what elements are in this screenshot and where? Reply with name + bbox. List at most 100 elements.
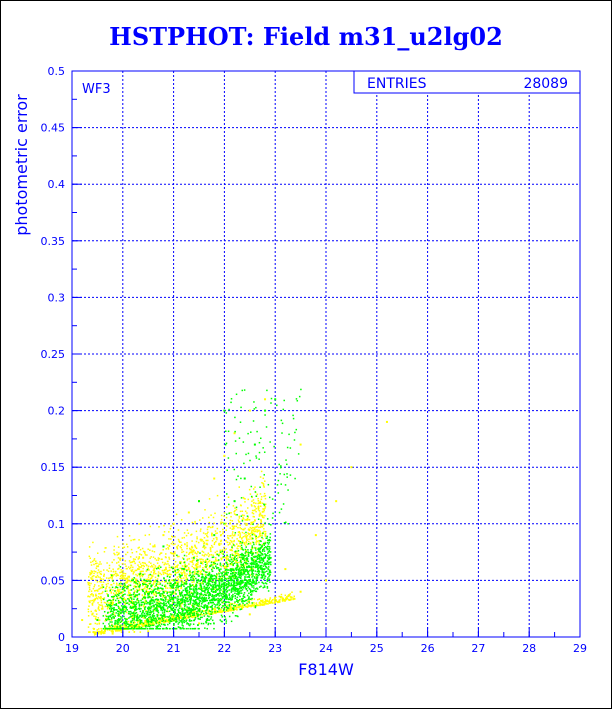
scatter-point xyxy=(238,582,240,584)
scatter-point xyxy=(184,615,187,618)
scatter-point xyxy=(121,628,123,631)
scatter-point xyxy=(162,602,165,605)
scatter-point xyxy=(252,573,255,575)
scatter-point xyxy=(249,493,252,495)
scatter-point xyxy=(122,572,124,574)
scatter-point xyxy=(152,617,155,619)
scatter-point xyxy=(227,496,230,498)
scatter-point xyxy=(220,589,222,591)
scatter-point xyxy=(263,572,265,574)
scatter-point xyxy=(266,562,268,564)
scatter-point xyxy=(155,627,158,630)
scatter-point xyxy=(117,594,120,597)
scatter-point xyxy=(129,566,132,569)
scatter-point xyxy=(256,578,258,580)
scatter-point xyxy=(132,621,135,624)
scatter-point xyxy=(122,576,124,578)
scatter-point xyxy=(253,589,255,592)
scatter-point xyxy=(207,555,210,558)
scatter-point xyxy=(146,554,148,556)
scatter-point xyxy=(202,583,204,585)
scatter-point xyxy=(120,577,123,579)
scatter-point xyxy=(268,563,270,566)
scatter-point xyxy=(255,565,257,567)
scatter-point xyxy=(199,595,201,597)
scatter-point xyxy=(193,559,195,561)
scatter-point xyxy=(262,508,264,510)
scatter-point xyxy=(259,604,261,606)
scatter-point xyxy=(278,601,281,603)
scatter-point xyxy=(234,589,237,592)
scatter-point xyxy=(231,564,233,566)
scatter-point xyxy=(205,583,208,586)
scatter-point xyxy=(125,581,127,584)
scatter-point xyxy=(194,603,196,606)
scatter-point xyxy=(255,549,257,551)
scatter-point xyxy=(179,567,181,570)
scatter-point xyxy=(141,582,144,585)
scatter-point xyxy=(107,617,110,619)
scatter-point xyxy=(111,629,113,632)
scatter-point xyxy=(188,612,191,614)
scatter-point xyxy=(266,587,269,589)
scatter-point xyxy=(178,614,181,617)
scatter-point xyxy=(150,606,153,608)
scatter-point xyxy=(197,613,199,615)
scatter-point xyxy=(189,587,191,589)
scatter-point xyxy=(184,616,186,619)
scatter-point xyxy=(211,595,213,598)
scatter-point xyxy=(269,597,272,599)
scatter-point xyxy=(269,539,272,542)
scatter-point xyxy=(282,599,284,601)
scatter-point xyxy=(262,602,264,604)
scatter-point xyxy=(92,595,94,597)
scatter-point xyxy=(240,608,242,610)
scatter-point xyxy=(234,595,236,597)
scatter-point xyxy=(144,601,146,603)
scatter-point xyxy=(254,520,256,522)
scatter-point xyxy=(216,607,219,609)
scatter-point xyxy=(124,563,126,565)
scatter-point xyxy=(136,615,139,618)
scatter-point xyxy=(202,580,204,583)
scatter-point xyxy=(118,630,121,632)
scatter-point xyxy=(245,554,247,557)
scatter-point xyxy=(174,574,177,576)
scatter-point xyxy=(117,605,120,608)
scatter-point xyxy=(226,563,229,566)
scatter-point xyxy=(142,590,145,593)
scatter-point xyxy=(261,577,263,579)
scatter-point xyxy=(197,569,200,572)
scatter-point xyxy=(137,580,139,583)
scatter-point xyxy=(200,589,203,591)
scatter-point xyxy=(230,588,233,591)
scatter-point xyxy=(126,623,128,625)
scatter-point xyxy=(128,623,130,626)
scatter-point xyxy=(220,585,222,587)
scatter-point xyxy=(189,603,191,605)
scatter-point xyxy=(134,625,136,627)
scatter-point xyxy=(259,548,261,551)
scatter-point xyxy=(113,628,115,631)
scatter-point xyxy=(155,572,157,575)
scatter-point xyxy=(228,604,231,606)
scatter-point xyxy=(161,615,163,617)
scatter-point xyxy=(256,551,259,553)
scatter-point xyxy=(208,606,211,608)
scatter-point xyxy=(172,609,175,612)
scatter-point xyxy=(260,557,263,560)
scatter-point xyxy=(139,631,142,633)
scatter-point xyxy=(121,588,124,590)
scatter-point xyxy=(181,619,183,621)
scatter-point xyxy=(124,572,127,575)
scatter-point xyxy=(129,616,131,618)
scatter-point xyxy=(164,619,167,622)
scatter-point xyxy=(91,613,94,616)
scatter-point xyxy=(195,540,198,543)
scatter-point xyxy=(156,621,159,624)
scatter-point xyxy=(235,608,237,610)
scatter-point xyxy=(90,564,93,566)
scatter-point xyxy=(94,570,97,573)
scatter-point xyxy=(236,538,238,540)
scatter-point xyxy=(153,600,155,602)
